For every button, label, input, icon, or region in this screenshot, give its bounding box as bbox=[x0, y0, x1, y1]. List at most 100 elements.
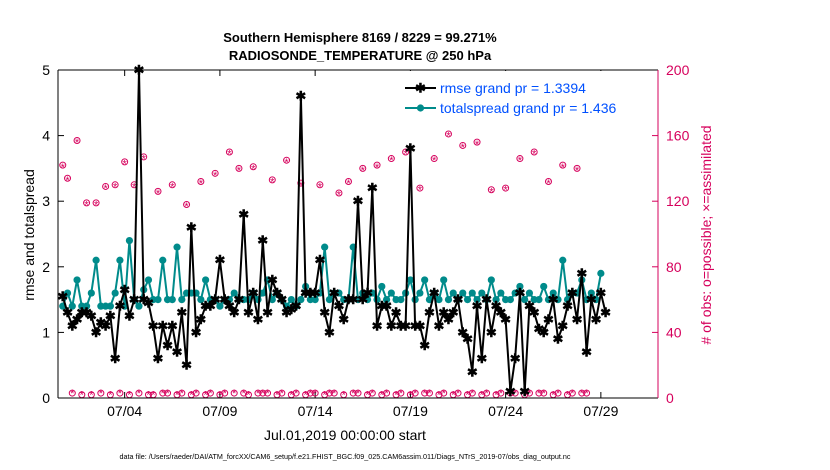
obs-assimilated-point: * bbox=[461, 142, 466, 154]
rmse-point: ✱ bbox=[586, 292, 597, 307]
obs-possible-point bbox=[116, 389, 124, 397]
totalspread-point bbox=[354, 296, 362, 304]
obs-assimilated-point: * bbox=[551, 390, 556, 402]
obs-assimilated-point: * bbox=[251, 163, 256, 175]
rmse-point: ✱ bbox=[229, 305, 240, 320]
obs-assimilated-point: * bbox=[327, 388, 332, 400]
obs-assimilated-point: * bbox=[170, 181, 175, 193]
rmse-point: ✱ bbox=[167, 318, 178, 333]
rmse-point: ✱ bbox=[505, 384, 516, 399]
legend: ✱ rmse grand pr = 1.3394 totalspread gra… bbox=[400, 71, 648, 117]
rmse-point: ✱ bbox=[295, 89, 306, 104]
rmse-point: ✱ bbox=[238, 207, 249, 222]
obs-assimilated-point: * bbox=[475, 139, 480, 151]
obs-assimilated-point: * bbox=[194, 388, 199, 400]
rmse-point: ✱ bbox=[519, 384, 530, 399]
rmse-point: ✱ bbox=[314, 253, 325, 268]
totalspread-point bbox=[287, 296, 295, 304]
rmse-point: ✱ bbox=[481, 292, 492, 307]
chart-title-line1: Southern Hemisphere 8169 / 8229 = 99.271… bbox=[223, 30, 497, 45]
rmse-point: ✱ bbox=[524, 299, 535, 314]
obs-assimilated-point: * bbox=[489, 186, 494, 198]
rmse-point: ✱ bbox=[181, 358, 192, 373]
rmse-point: ✱ bbox=[253, 312, 264, 327]
obs-possible-point bbox=[459, 141, 467, 149]
obs-assimilated-point: * bbox=[289, 390, 294, 402]
x-tick-label: 07/14 bbox=[298, 403, 333, 419]
obs-possible-point bbox=[73, 137, 81, 145]
rmse-point: ✱ bbox=[91, 325, 102, 340]
obs-assimilated-point: * bbox=[580, 388, 585, 400]
obs-possible-point bbox=[278, 389, 286, 397]
rmse-point: ✱ bbox=[433, 318, 444, 333]
obs-assimilated-point: * bbox=[380, 390, 385, 402]
rmse-point: ✱ bbox=[381, 299, 392, 314]
obs-assimilated-point: * bbox=[480, 390, 485, 402]
obs-possible-point bbox=[249, 163, 257, 171]
obs-assimilated-point: * bbox=[203, 390, 208, 402]
rmse-point: ✱ bbox=[581, 345, 592, 360]
obs-assimilated-point: * bbox=[542, 388, 547, 400]
rmse-point: ✱ bbox=[500, 312, 511, 327]
rmse-point: ✱ bbox=[357, 292, 368, 307]
obs-assimilated-point: * bbox=[342, 390, 347, 402]
obs-assimilated-point: * bbox=[523, 390, 528, 402]
obs-assimilated-point: * bbox=[570, 388, 575, 400]
obs-assimilated-point: * bbox=[265, 388, 270, 400]
totalspread-point bbox=[297, 296, 305, 304]
totalspread-point bbox=[487, 276, 495, 284]
obs-assimilated-point: * bbox=[180, 388, 185, 400]
obs-possible-point bbox=[206, 389, 214, 397]
rmse-point: ✱ bbox=[110, 351, 121, 366]
rmse-point: ✱ bbox=[553, 331, 564, 346]
obs-assimilated-point: * bbox=[389, 155, 394, 167]
obs-possible-point bbox=[583, 389, 591, 397]
totalspread-point bbox=[111, 289, 119, 297]
obs-assimilated-point: * bbox=[556, 388, 561, 400]
obs-assimilated-point: * bbox=[423, 388, 428, 400]
obs-possible-point bbox=[102, 182, 110, 190]
obs-assimilated-point: * bbox=[318, 181, 323, 193]
rmse-point: ✱ bbox=[343, 292, 354, 307]
obs-assimilated-point: * bbox=[99, 388, 104, 400]
obs-possible-point bbox=[559, 161, 567, 169]
obs-assimilated-point: * bbox=[432, 155, 437, 167]
obs-assimilated-point: * bbox=[346, 178, 351, 190]
obs-possible-point bbox=[368, 389, 376, 397]
legend-rmse-marker: ✱ bbox=[415, 81, 426, 96]
totalspread-point bbox=[416, 289, 424, 297]
y-tick-label-right: 0 bbox=[666, 390, 674, 406]
obs-possible-point bbox=[487, 186, 495, 194]
obs-possible-point bbox=[168, 181, 176, 189]
obs-assimilated-point: * bbox=[142, 154, 147, 166]
rmse-point: ✱ bbox=[467, 364, 478, 379]
totalspread-point bbox=[125, 236, 134, 245]
totalspread-point bbox=[68, 302, 76, 310]
obs-possible-point bbox=[230, 389, 238, 397]
obs-assimilated-point: * bbox=[356, 388, 361, 400]
obs-assimilated-point: * bbox=[499, 388, 504, 400]
obs-assimilated-point: * bbox=[437, 390, 442, 402]
obs-possible-point bbox=[225, 148, 233, 156]
obs-assimilated-point: * bbox=[175, 390, 180, 402]
rmse-point: ✱ bbox=[429, 286, 440, 301]
y-tick-label-right: 120 bbox=[666, 193, 690, 209]
obs-possible-point bbox=[183, 200, 191, 208]
totalspread-point bbox=[497, 289, 505, 297]
obs-assimilated-point: * bbox=[80, 390, 85, 402]
rmse-point: ✱ bbox=[448, 305, 459, 320]
obs-assimilated-point: * bbox=[337, 190, 342, 202]
totalspread-point bbox=[382, 296, 391, 304]
y-tick-label-left: 5 bbox=[42, 62, 50, 78]
rmse-point: ✱ bbox=[533, 322, 544, 337]
obs-assimilated-point: * bbox=[223, 388, 228, 400]
rmse-point: ✱ bbox=[514, 286, 525, 301]
rmse-point: ✱ bbox=[248, 286, 259, 301]
y-tick-label-left: 4 bbox=[42, 128, 50, 144]
obs-assimilated-point: * bbox=[246, 390, 251, 402]
totalspread-point bbox=[492, 296, 500, 304]
obs-possible-point bbox=[335, 189, 343, 197]
totalspread-point bbox=[473, 296, 481, 304]
x-tick-label: 07/29 bbox=[583, 403, 618, 419]
obs-assimilated-point: * bbox=[261, 388, 266, 400]
